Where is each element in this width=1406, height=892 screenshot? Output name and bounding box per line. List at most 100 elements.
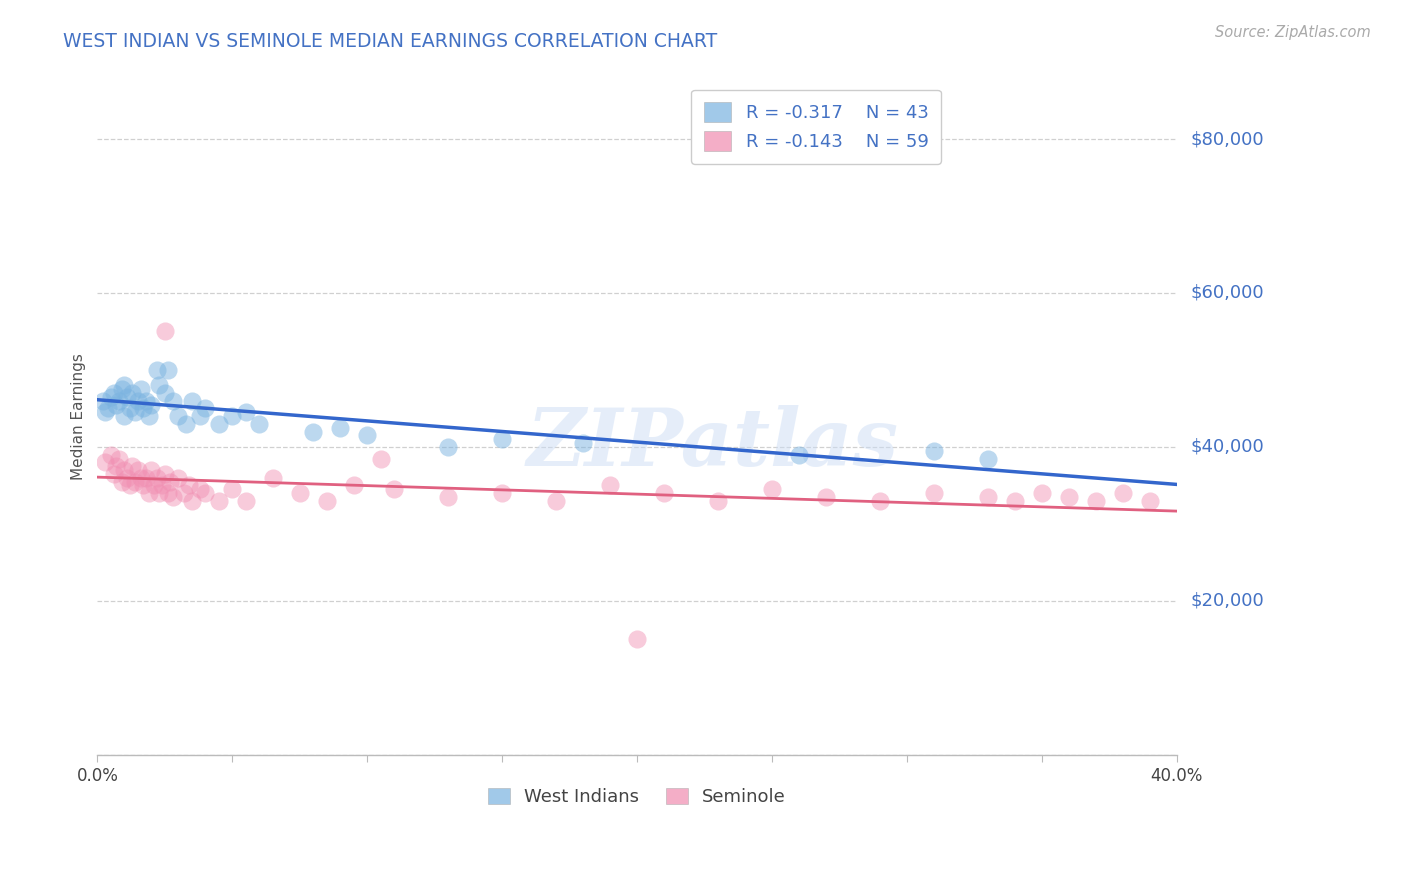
Point [247, 417, 270, 431]
Point [1139, 493, 1161, 508]
Point [329, 421, 352, 435]
Point [111, 382, 134, 396]
Point [814, 490, 837, 504]
Point [118, 401, 141, 416]
Point [491, 432, 513, 446]
Point [141, 398, 163, 412]
Point [103, 386, 125, 401]
Point [707, 493, 730, 508]
Point [115, 390, 138, 404]
Point [127, 463, 149, 477]
Point [94, 405, 117, 419]
Point [626, 632, 648, 647]
Point [153, 386, 176, 401]
Point [235, 405, 257, 419]
Point [141, 463, 163, 477]
Point [121, 459, 143, 474]
Point [194, 401, 217, 416]
Point [112, 409, 135, 424]
Point [135, 393, 157, 408]
Point [221, 409, 243, 424]
Point [221, 483, 243, 497]
Point [100, 448, 122, 462]
Point [145, 363, 167, 377]
Text: $80,000: $80,000 [1191, 130, 1264, 148]
Point [159, 475, 181, 489]
Point [115, 471, 138, 485]
Point [177, 478, 200, 492]
Point [129, 382, 152, 396]
Point [188, 409, 211, 424]
Point [150, 478, 173, 492]
Point [103, 467, 125, 481]
Point [162, 490, 184, 504]
Point [145, 471, 167, 485]
Point [156, 486, 179, 500]
Point [208, 493, 231, 508]
Point [97, 401, 120, 416]
Point [180, 393, 202, 408]
Point [235, 493, 257, 508]
Point [922, 443, 945, 458]
Text: WEST INDIAN VS SEMINOLE MEDIAN EARNINGS CORRELATION CHART: WEST INDIAN VS SEMINOLE MEDIAN EARNINGS … [63, 32, 717, 51]
Point [1084, 493, 1107, 508]
Point [167, 409, 190, 424]
Point [173, 486, 195, 500]
Point [188, 483, 211, 497]
Text: ZIPatlas: ZIPatlas [527, 404, 898, 482]
Point [194, 486, 217, 500]
Point [977, 490, 1000, 504]
Point [124, 475, 146, 489]
Point [208, 417, 231, 431]
Point [546, 493, 568, 508]
Point [143, 478, 166, 492]
Point [382, 483, 405, 497]
Point [112, 463, 135, 477]
Point [138, 486, 160, 500]
Text: Source: ZipAtlas.com: Source: ZipAtlas.com [1215, 25, 1371, 40]
Point [94, 455, 117, 469]
Point [153, 325, 176, 339]
Point [148, 486, 170, 500]
Point [167, 471, 190, 485]
Point [112, 378, 135, 392]
Point [315, 493, 337, 508]
Point [262, 471, 284, 485]
Legend: West Indians, Seminole: West Indians, Seminole [481, 780, 793, 814]
Point [1057, 490, 1080, 504]
Point [176, 417, 198, 431]
Point [124, 405, 146, 419]
Point [135, 471, 157, 485]
Point [132, 478, 155, 492]
Point [132, 401, 155, 416]
Point [572, 436, 595, 450]
Point [162, 393, 184, 408]
Point [129, 471, 152, 485]
Point [356, 428, 378, 442]
Point [153, 467, 176, 481]
Point [652, 486, 675, 500]
Point [108, 451, 131, 466]
Point [437, 440, 460, 454]
Point [302, 425, 325, 439]
Point [127, 393, 149, 408]
Point [111, 475, 134, 489]
Point [108, 393, 131, 408]
Point [138, 409, 160, 424]
Point [180, 493, 202, 508]
Point [100, 390, 122, 404]
Point [977, 451, 1000, 466]
Point [148, 378, 170, 392]
Text: $40,000: $40,000 [1191, 438, 1264, 456]
Point [869, 493, 891, 508]
Point [761, 483, 783, 497]
Point [370, 451, 392, 466]
Point [288, 486, 311, 500]
Point [922, 486, 945, 500]
Point [787, 448, 810, 462]
Point [91, 393, 114, 408]
Point [105, 459, 128, 474]
Point [491, 486, 513, 500]
Point [105, 398, 128, 412]
Point [343, 478, 366, 492]
